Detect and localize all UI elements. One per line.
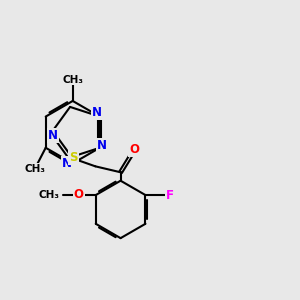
Text: CH₃: CH₃	[25, 164, 46, 174]
Text: O: O	[74, 188, 84, 201]
Text: O: O	[129, 143, 139, 157]
Text: N: N	[62, 157, 72, 170]
Text: F: F	[166, 189, 174, 202]
Text: S: S	[69, 151, 78, 164]
Text: N: N	[97, 139, 107, 152]
Text: CH₃: CH₃	[62, 75, 83, 85]
Text: N: N	[48, 129, 58, 142]
Text: N: N	[92, 106, 102, 119]
Text: CH₃: CH₃	[38, 190, 59, 200]
